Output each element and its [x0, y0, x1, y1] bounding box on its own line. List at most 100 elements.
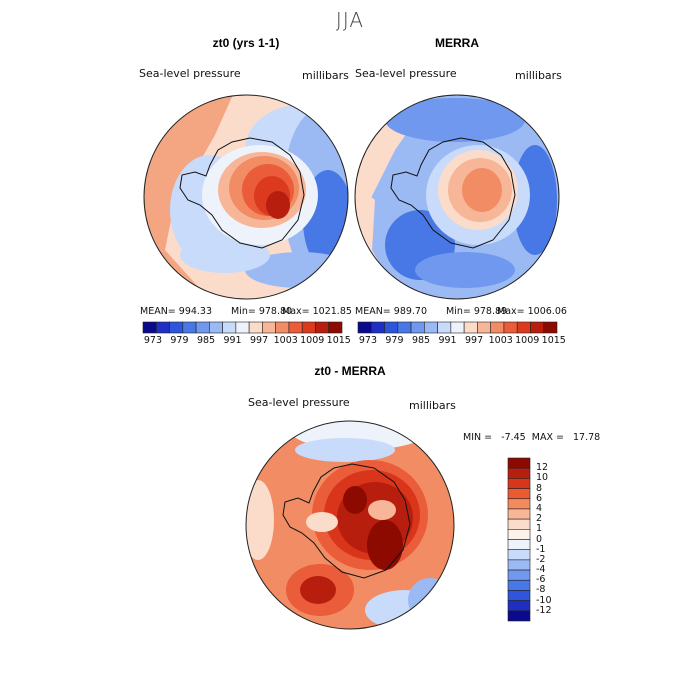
variable-label-zt0: Sea-level pressure — [139, 67, 241, 80]
colorbar-zt0-swatch — [301, 321, 316, 334]
colorbar-merra-tick-label: 1009 — [515, 335, 540, 346]
colorbar-zt0-swatch — [209, 321, 223, 334]
colorbar-zt0-tick-label: 973 — [143, 335, 162, 346]
colorbar-merra-tick-label: 985 — [411, 335, 431, 346]
units-label-merra: millibars — [515, 69, 562, 82]
stat-min-merra: Min= 978.89 — [446, 306, 508, 317]
colorbar-diff-label: -2 — [536, 553, 546, 565]
colorbar-diff-swatch — [507, 488, 531, 500]
colorbar-diff-swatch — [507, 590, 531, 601]
colorbar-merra-tick-label: 1003 — [488, 335, 513, 346]
colorbar-diff — [507, 457, 531, 622]
colorbar-merra-swatch — [490, 321, 505, 334]
colorbar-merra-swatch — [384, 321, 399, 334]
colorbar-merra-swatch — [357, 321, 372, 334]
units-label-zt0: millibars — [302, 69, 349, 82]
units-label-diff: millibars — [409, 399, 456, 412]
map-merra — [354, 94, 560, 300]
colorbar-diff-label: 4 — [536, 502, 543, 514]
colorbar-diff-swatch — [507, 610, 531, 622]
stat-min-zt0: Min= 978.80 — [231, 306, 293, 317]
colorbar-zt0-tick-label: 1003 — [273, 335, 298, 346]
colorbar-merra-swatch — [503, 321, 518, 334]
colorbar-zt0-swatch — [235, 321, 250, 334]
stat-mean-zt0: MEAN= 994.33 — [140, 306, 213, 317]
colorbar-zt0-swatch — [222, 321, 237, 334]
colorbar-merra-swatch — [463, 321, 478, 334]
map-diff — [245, 420, 455, 630]
colorbar-merra-tick-label: 1015 — [541, 335, 566, 346]
colorbar-merra-swatch — [530, 321, 545, 334]
colorbar-merra-tick-label: 973 — [358, 335, 377, 346]
panel-title-merra: MERRA — [435, 36, 479, 50]
colorbar-merra-swatch — [410, 321, 425, 334]
colorbar-diff-swatch — [507, 508, 531, 520]
colorbar-merra-swatch — [397, 321, 412, 334]
colorbar-diff-label: -6 — [536, 574, 546, 586]
colorbar-zt0-tick-label: 997 — [250, 335, 269, 346]
colorbar-diff-label: -12 — [536, 604, 552, 616]
colorbar-diff-label: 12 — [536, 462, 549, 474]
colorbar-diff-swatch — [507, 467, 531, 479]
colorbar-diff-swatch — [507, 600, 531, 612]
colorbar-zt0-tick-label: 991 — [223, 335, 242, 346]
colorbar-zt0-swatch — [328, 321, 343, 334]
figure-title: JJA — [335, 8, 365, 32]
colorbar-diff-label: 8 — [536, 482, 543, 494]
colorbar-zt0-swatch — [248, 321, 263, 334]
variable-label-diff: Sea-level pressure — [248, 396, 350, 409]
colorbar-diff-swatch — [507, 569, 531, 581]
panel-title-zt0: zt0 (yrs 1-1) — [212, 36, 280, 50]
stat-mean-merra: MEAN= 989.70 — [355, 306, 428, 317]
colorbar-zt0-swatch — [262, 321, 276, 334]
colorbar-diff-label: 6 — [536, 492, 543, 504]
stat-max-merra: Max= 1006.06 — [497, 306, 567, 317]
colorbar-diff-label: 0 — [536, 533, 543, 545]
colorbar-merra-swatch — [543, 321, 558, 334]
colorbar-merra-tick-label: 997 — [465, 335, 484, 346]
colorbar-zt0-tick-label: 979 — [170, 335, 189, 346]
colorbar-merra-tick-label: 979 — [385, 335, 404, 346]
colorbar-diff-label: -10 — [536, 594, 552, 606]
colorbar-diff-swatch — [507, 529, 531, 540]
colorbar-zt0-swatch — [315, 321, 330, 334]
colorbar-zt0 — [142, 321, 343, 334]
colorbar-diff-label: -4 — [536, 564, 546, 576]
colorbar-zt0-tick-label: 985 — [196, 335, 216, 346]
colorbar-merra-swatch — [370, 321, 385, 334]
colorbar-zt0-tick-label: 1009 — [300, 335, 325, 346]
colorbar-merra-swatch — [477, 321, 491, 334]
colorbar-diff-label: 1 — [536, 523, 543, 535]
colorbar-merra-swatch — [516, 321, 531, 334]
colorbar-merra-tick-label: 991 — [438, 335, 457, 346]
colorbar-zt0-swatch — [169, 321, 184, 334]
colorbar-diff-swatch — [507, 579, 531, 591]
colorbar-diff-swatch — [507, 518, 531, 530]
colorbar-diff-swatch — [507, 478, 531, 489]
colorbar-diff-label: 10 — [536, 472, 549, 484]
stat-minmax-diff: MIN = -7.45 MAX = 17.78 — [463, 432, 601, 443]
colorbar-merra-swatch — [450, 321, 465, 334]
colorbar-diff-label: -1 — [536, 543, 546, 555]
colorbar-zt0-swatch — [288, 321, 303, 334]
colorbar-zt0-swatch — [182, 321, 197, 334]
stat-max-zt0: Max= 1021.85 — [282, 306, 352, 317]
colorbar-diff-swatch — [507, 559, 531, 571]
variable-label-merra: Sea-level pressure — [355, 67, 457, 80]
colorbar-diff-label: 2 — [536, 513, 543, 525]
colorbar-zt0-swatch — [155, 321, 170, 334]
colorbar-zt0-swatch — [275, 321, 290, 334]
colorbar-diff-swatch — [507, 457, 531, 469]
colorbar-zt0-swatch — [142, 321, 157, 334]
colorbar-diff-swatch — [507, 549, 531, 561]
colorbar-diff-swatch — [507, 498, 531, 510]
panel-title-diff: zt0 - MERRA — [314, 364, 386, 378]
colorbar-diff-label: -8 — [536, 584, 546, 596]
colorbar-merra-swatch — [437, 321, 452, 334]
colorbar-merra-swatch — [424, 321, 438, 334]
colorbar-diff-swatch — [507, 539, 531, 550]
colorbar-merra — [357, 321, 558, 334]
colorbar-zt0-tick-label: 1015 — [326, 335, 351, 346]
map-zt0 — [143, 94, 349, 300]
